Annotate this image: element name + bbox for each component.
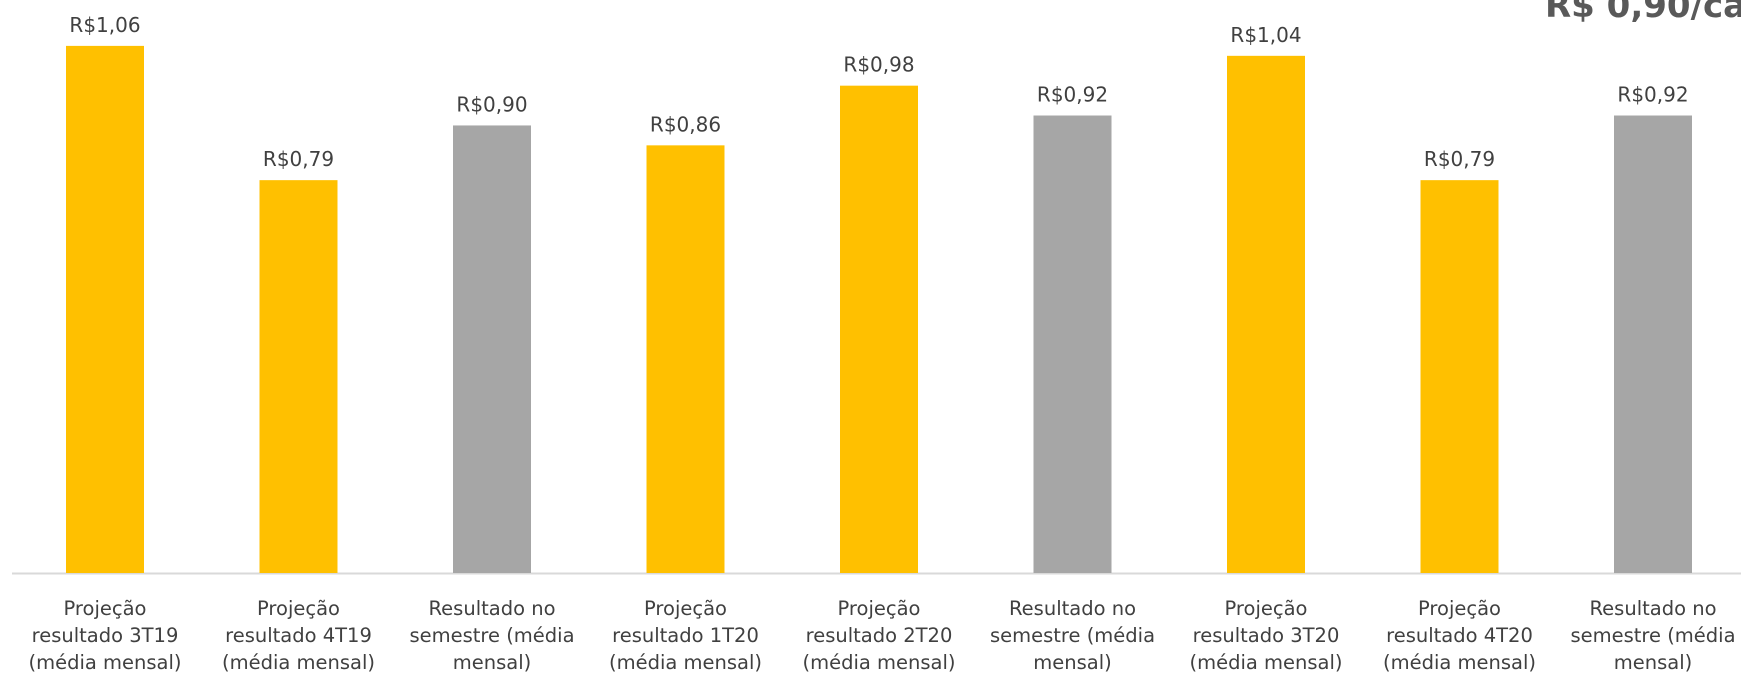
bar-7 [1227, 55, 1305, 573]
bar-2 [259, 180, 338, 573]
bar-1 [66, 45, 144, 573]
bar-3 [453, 125, 531, 574]
data-label-9: R$0,92 [1617, 83, 1688, 107]
category-label-8: Projeção resultado 4T20 (média mensal) [1383, 597, 1536, 674]
data-label-1: R$1,06 [69, 13, 140, 37]
category-label-6: Resultado no semestre (média mensal) [990, 597, 1155, 674]
category-label-9: Resultado no semestre (média mensal) [1570, 597, 1735, 674]
chart-title: R$ 0,90/cab [1545, 0, 1741, 26]
bar-4 [646, 145, 725, 573]
data-label-3: R$0,90 [456, 92, 527, 116]
data-label-4: R$0,86 [650, 112, 721, 136]
bar-6 [1033, 115, 1112, 573]
bar-8 [1420, 180, 1499, 573]
category-label-2: Projeção resultado 4T19 (média mensal) [222, 597, 375, 674]
category-label-4: Projeção resultado 1T20 (média mensal) [609, 597, 762, 674]
bar-9 [1614, 115, 1692, 573]
category-label-5: Projeção resultado 2T20 (média mensal) [802, 597, 955, 674]
category-label-1: Projeção resultado 3T19 (média mensal) [28, 597, 181, 674]
data-label-8: R$0,79 [1424, 147, 1495, 171]
data-label-7: R$1,04 [1230, 23, 1301, 47]
category-label-7: Projeção resultado 3T20 (média mensal) [1189, 597, 1342, 674]
data-label-2: R$0,79 [263, 147, 334, 171]
data-label-5: R$0,98 [843, 53, 914, 77]
bar-5 [840, 85, 918, 573]
category-label-3: Resultado no semestre (média mensal) [409, 597, 574, 674]
data-label-6: R$0,92 [1037, 83, 1108, 107]
